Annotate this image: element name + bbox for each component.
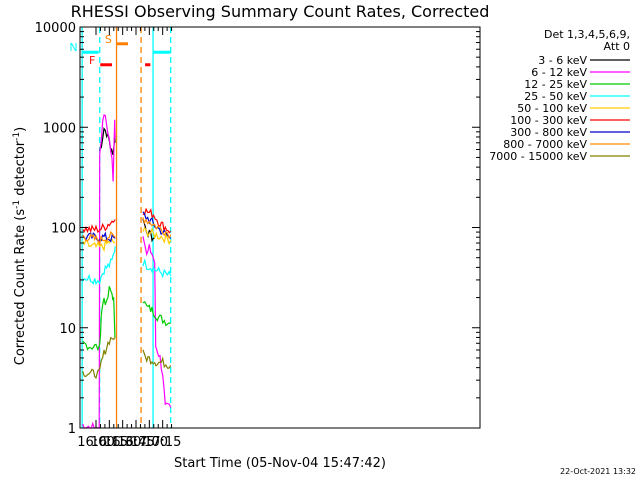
legend-label-2: 12 - 25 keV [524, 78, 587, 91]
series-3-seg2 [142, 258, 172, 279]
series-0-seg2 [142, 218, 155, 243]
footer-timestamp: 22-Oct-2021 13:32 [560, 467, 636, 476]
series-6-seg1 [82, 231, 116, 243]
series-4-seg1 [82, 238, 116, 253]
series-5-seg1 [82, 219, 116, 234]
y-axis-label: Corrected Count Rate (s-1 detector-1) [12, 127, 28, 365]
legend-label-7: 800 - 7000 keV [503, 138, 587, 151]
series-4-seg2 [142, 226, 172, 246]
legend-label-4: 50 - 100 keV [517, 102, 587, 115]
y-tick-label-3: 1000 [43, 121, 76, 136]
series-8 [82, 336, 172, 380]
y-axis: 1 10 100 1000 10000 [35, 21, 480, 437]
legend-label-0: 3 - 6 keV [538, 54, 587, 67]
x-tick-label-1: 16:15 [91, 435, 128, 450]
plot-area: FN S [69, 27, 172, 429]
y-tick-label-4: 10000 [35, 21, 76, 36]
legend-label-6: 300 - 800 keV [510, 126, 587, 139]
saa-label: S [105, 33, 112, 46]
series-1-seg2 [142, 236, 172, 408]
series-2-seg2 [142, 300, 171, 327]
legend-label-5: 100 - 300 keV [510, 114, 587, 127]
series-7-seg2 [142, 217, 172, 240]
y-tick-label-0: 1 [68, 422, 76, 437]
series-5-seg2 [142, 207, 172, 234]
night-label: N [69, 41, 77, 54]
flare-label: F [89, 54, 95, 67]
plot-frame [79, 26, 481, 429]
series-4 [82, 226, 172, 253]
chart-title: RHESSI Observing Summary Count Rates, Co… [71, 2, 490, 21]
y-axis-label-main: Corrected Count Rate (s [13, 209, 28, 366]
series-1 [82, 114, 172, 429]
series-5 [82, 207, 172, 234]
legend-header-line2: Att 0 [604, 40, 630, 53]
x-axis-label: Start Time (05-Nov-04 15:47:42) [174, 456, 386, 471]
series-1-seg1 [82, 114, 116, 429]
series-7 [82, 217, 172, 246]
y-tick-label-2: 100 [51, 222, 76, 237]
svg-text:Corrected Count Rate (s-1 dete: Corrected Count Rate (s-1 detector-1) [12, 127, 28, 365]
y-axis-label-sup1: -1 [12, 200, 22, 209]
series-8-seg1 [82, 336, 116, 380]
legend-header-line1: Det 1,3,4,5,6,9, [544, 28, 630, 41]
legend-label-3: 25 - 50 keV [524, 90, 587, 103]
x-tick-label-0: 16:00 [77, 435, 114, 450]
series-2 [82, 286, 171, 352]
y-axis-label-end: ) [13, 127, 28, 132]
series-3 [82, 246, 172, 286]
x-tick-label-2: 16:30 [104, 435, 141, 450]
series-2-seg1 [82, 286, 116, 352]
x-tick-label-5: 17:15 [144, 435, 181, 450]
legend-label-8: 7000 - 15000 keV [489, 150, 587, 163]
series-8-seg2 [142, 349, 172, 369]
series-3-seg1 [82, 246, 116, 286]
y-axis-label-sup2: -1 [12, 132, 22, 141]
y-tick-label-1: 10 [59, 322, 76, 337]
series-7-seg1 [82, 230, 116, 246]
x-tick-label-3: 16:45 [117, 435, 154, 450]
x-tick-label-4: 17:00 [131, 435, 168, 450]
y-axis-label-mid: detector [13, 140, 28, 200]
legend-label-1: 6 - 12 keV [531, 66, 587, 79]
